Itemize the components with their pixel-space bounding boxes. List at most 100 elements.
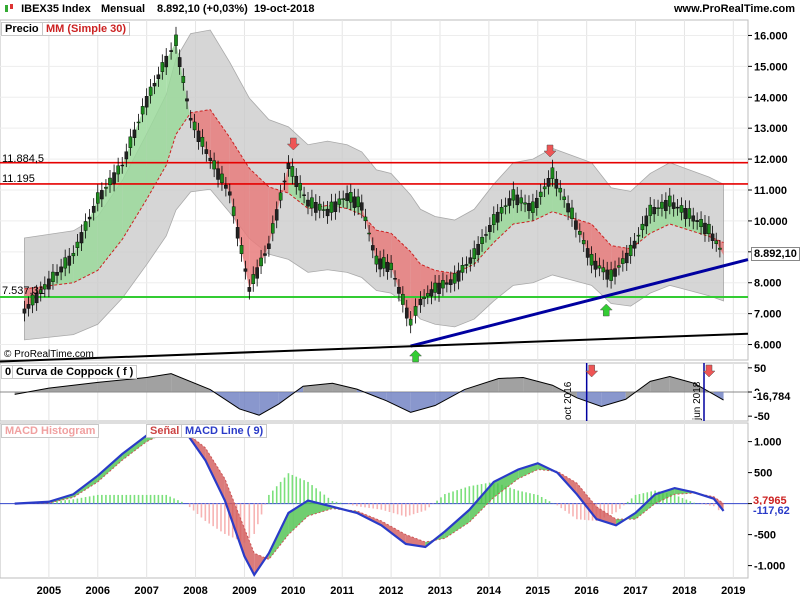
x-tick-label: 2012 <box>379 585 403 597</box>
coppock-area <box>523 377 553 392</box>
candle-body <box>91 205 96 213</box>
candle-body <box>605 269 609 280</box>
x-tick-label: 2010 <box>281 585 305 597</box>
buy-arrow-icon <box>408 349 423 363</box>
candle-body <box>271 223 275 234</box>
candle-body <box>664 200 668 211</box>
candle-body <box>329 201 334 213</box>
price-ma-fill <box>229 137 250 289</box>
macd-signal-fill <box>655 488 675 504</box>
price-ma-fill <box>166 41 176 166</box>
candle-body <box>578 231 582 235</box>
price-ma-fill <box>669 202 690 231</box>
candle-body <box>348 192 353 203</box>
coppock-area <box>48 382 98 392</box>
coppock-signal-arrow-icon <box>585 364 599 378</box>
watermark: © ProRealTime.com <box>4 349 94 360</box>
candle-body <box>148 86 153 96</box>
candle-body <box>488 225 492 232</box>
x-tick-label: 2011 <box>330 585 354 597</box>
candle-body <box>224 184 228 189</box>
macd-signal-label: Señal <box>146 424 184 438</box>
candle-body <box>302 194 306 196</box>
price-ma-fill <box>24 282 49 311</box>
candle-body <box>495 211 500 223</box>
macd-signal-fill <box>244 528 255 575</box>
candle-body <box>79 232 84 244</box>
x-tick-label: 2017 <box>623 585 647 597</box>
candle-body <box>51 271 55 282</box>
candle-body <box>306 199 310 207</box>
candle-body <box>687 208 692 219</box>
candle-body <box>140 106 145 115</box>
x-tick-label: 2005 <box>37 585 61 597</box>
candle-body <box>378 258 382 270</box>
candle-body <box>613 268 617 277</box>
candle-body <box>679 205 684 213</box>
macd-tick-label: 1.000 <box>754 437 782 449</box>
candle-body <box>562 196 566 200</box>
price-tick-label: 11.000 <box>754 185 787 197</box>
candle-body <box>345 193 349 201</box>
candle-body <box>26 304 31 309</box>
coppock-area <box>464 378 499 392</box>
candle-body <box>671 202 676 209</box>
x-tick-label: 2009 <box>232 585 256 597</box>
candle-body <box>156 74 161 79</box>
x-tick-label: 2019 <box>721 585 745 597</box>
candle-body <box>63 257 67 269</box>
candle-body <box>652 207 656 215</box>
candle-body <box>169 50 173 52</box>
candle-body <box>448 279 453 285</box>
candle-body <box>22 308 27 314</box>
candle-body <box>247 287 252 292</box>
candle-body <box>542 186 547 190</box>
macd-signal-fill <box>596 506 616 526</box>
candle-body <box>239 245 244 254</box>
x-tick-label: 2016 <box>574 585 598 597</box>
candle-body <box>609 269 613 281</box>
price-tick-label: 8.000 <box>754 278 782 290</box>
candle-body <box>124 151 129 160</box>
candle-body <box>601 267 606 273</box>
candle-body <box>337 198 342 205</box>
coppock-area <box>171 373 211 392</box>
black-trendline <box>0 332 749 363</box>
candle-body <box>231 206 236 216</box>
candle-body <box>452 273 457 284</box>
header-last-value: 8.892,10 (+0,03%) <box>157 3 248 15</box>
x-tick-label: 2008 <box>183 585 207 597</box>
macd-tick-label: -500 <box>754 530 776 542</box>
candle-body <box>401 293 405 305</box>
price-tick-label: 15.000 <box>754 61 788 73</box>
coppock-label: Curva de Coppock ( f ) <box>12 365 138 379</box>
price-tick-label: 10.000 <box>754 216 788 228</box>
candle-body <box>325 208 330 217</box>
macd-signal-fill <box>308 500 333 516</box>
candle-body <box>132 129 137 138</box>
candle-body <box>585 248 590 258</box>
macd-signal-fill <box>576 483 597 520</box>
buy-arrow-icon <box>599 303 613 317</box>
coppock-area <box>97 377 147 392</box>
candle-body <box>220 173 224 184</box>
candle-body <box>290 166 295 177</box>
candle-body <box>100 190 104 200</box>
candle-body <box>152 83 157 87</box>
candle-body <box>95 192 100 204</box>
candle-body <box>177 57 182 68</box>
candle-body <box>468 257 473 264</box>
candle-body <box>617 265 621 268</box>
candle-body <box>47 278 51 290</box>
candle-body <box>624 252 629 264</box>
candle-body <box>691 215 696 222</box>
macd-value-2: -117,62 <box>753 505 790 517</box>
candle-body <box>136 121 141 124</box>
candle-body <box>389 262 393 270</box>
candle-body <box>227 191 232 196</box>
price-ma-fill <box>391 233 411 323</box>
candle-body <box>367 232 371 235</box>
candle-body <box>503 205 508 207</box>
candle-body <box>128 136 133 148</box>
